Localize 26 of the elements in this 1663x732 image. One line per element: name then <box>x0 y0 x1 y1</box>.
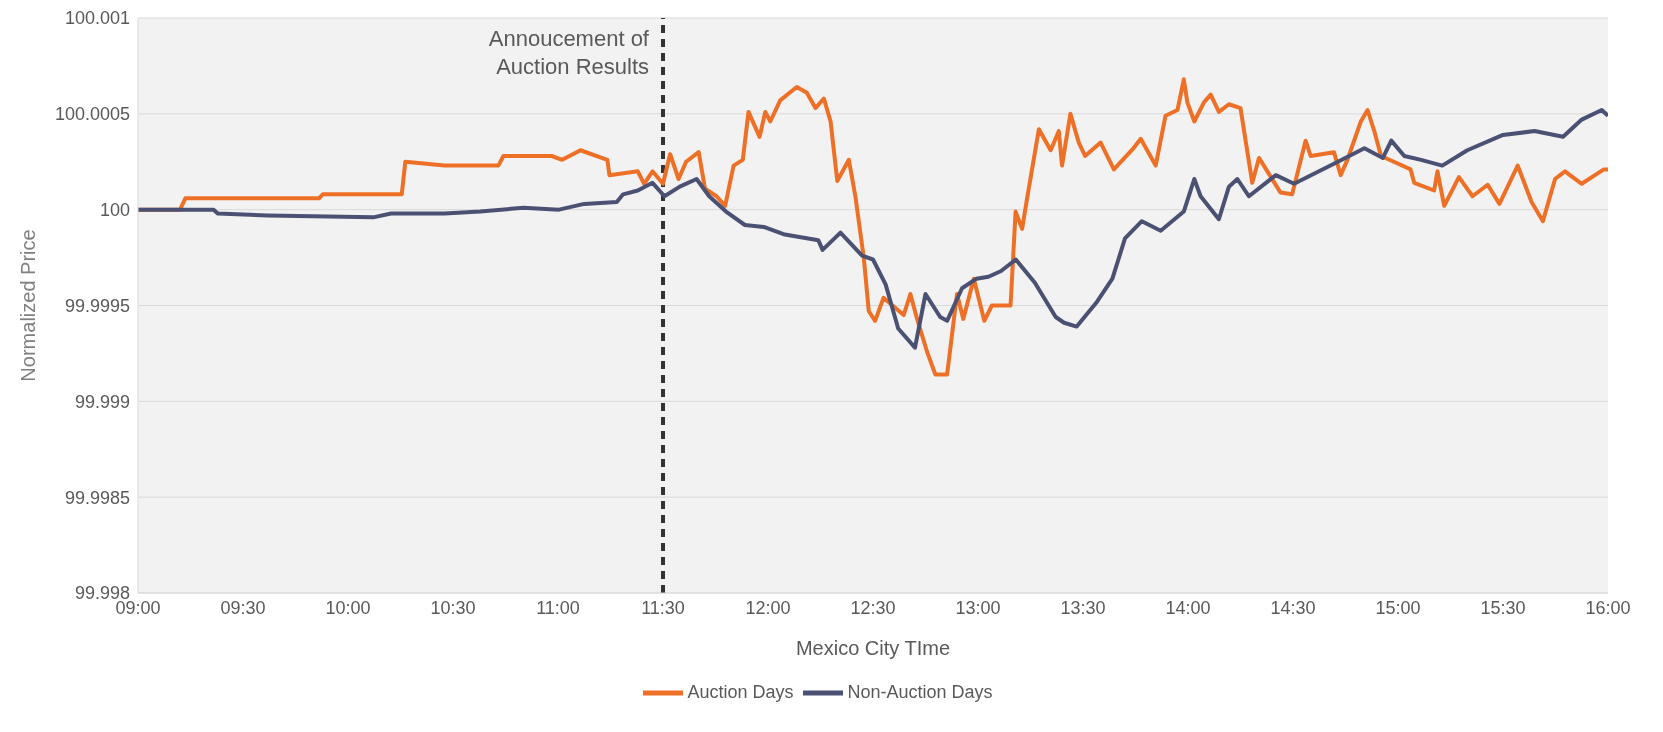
x-tick-label: 11:30 <box>641 597 685 618</box>
line-series <box>138 108 1608 350</box>
y-tick-label: 100.001 <box>64 8 130 29</box>
x-tick-label: 15:00 <box>1375 597 1421 618</box>
x-tick-label: 12:00 <box>745 597 791 618</box>
x-tick-label: 16:00 <box>1585 597 1631 618</box>
x-tick-label: 10:00 <box>325 597 371 618</box>
x-tick-label: 10:30 <box>430 597 476 618</box>
y-tick-label: 99.9995 <box>64 295 130 316</box>
x-tick-label: 13:30 <box>1060 597 1106 618</box>
x-tick-label: 15:30 <box>1480 597 1526 618</box>
x-axis-title: Mexico City TIme <box>795 637 951 659</box>
x-tick-label: 14:30 <box>1270 597 1316 618</box>
legend-label: Auction Days <box>687 681 794 702</box>
ref-line-label: Annoucement of Auction Results <box>488 26 650 79</box>
x-tick-label: 11:00 <box>536 597 580 618</box>
x-tick-label: 14:00 <box>1165 597 1211 618</box>
x-tick-label: 09:30 <box>220 597 266 618</box>
y-tick-label: 99.999 <box>74 391 130 412</box>
y-tick-label: 100.0005 <box>54 104 130 125</box>
x-tick-label: 13:00 <box>955 597 1001 618</box>
y-tick-label: 100 <box>99 200 130 221</box>
legend-label: Non-Auction Days <box>847 681 993 702</box>
y-axis-title: Normalized Price <box>17 229 40 382</box>
x-tick-label: 12:30 <box>850 597 896 618</box>
y-tick-label: 99.9985 <box>64 487 130 508</box>
